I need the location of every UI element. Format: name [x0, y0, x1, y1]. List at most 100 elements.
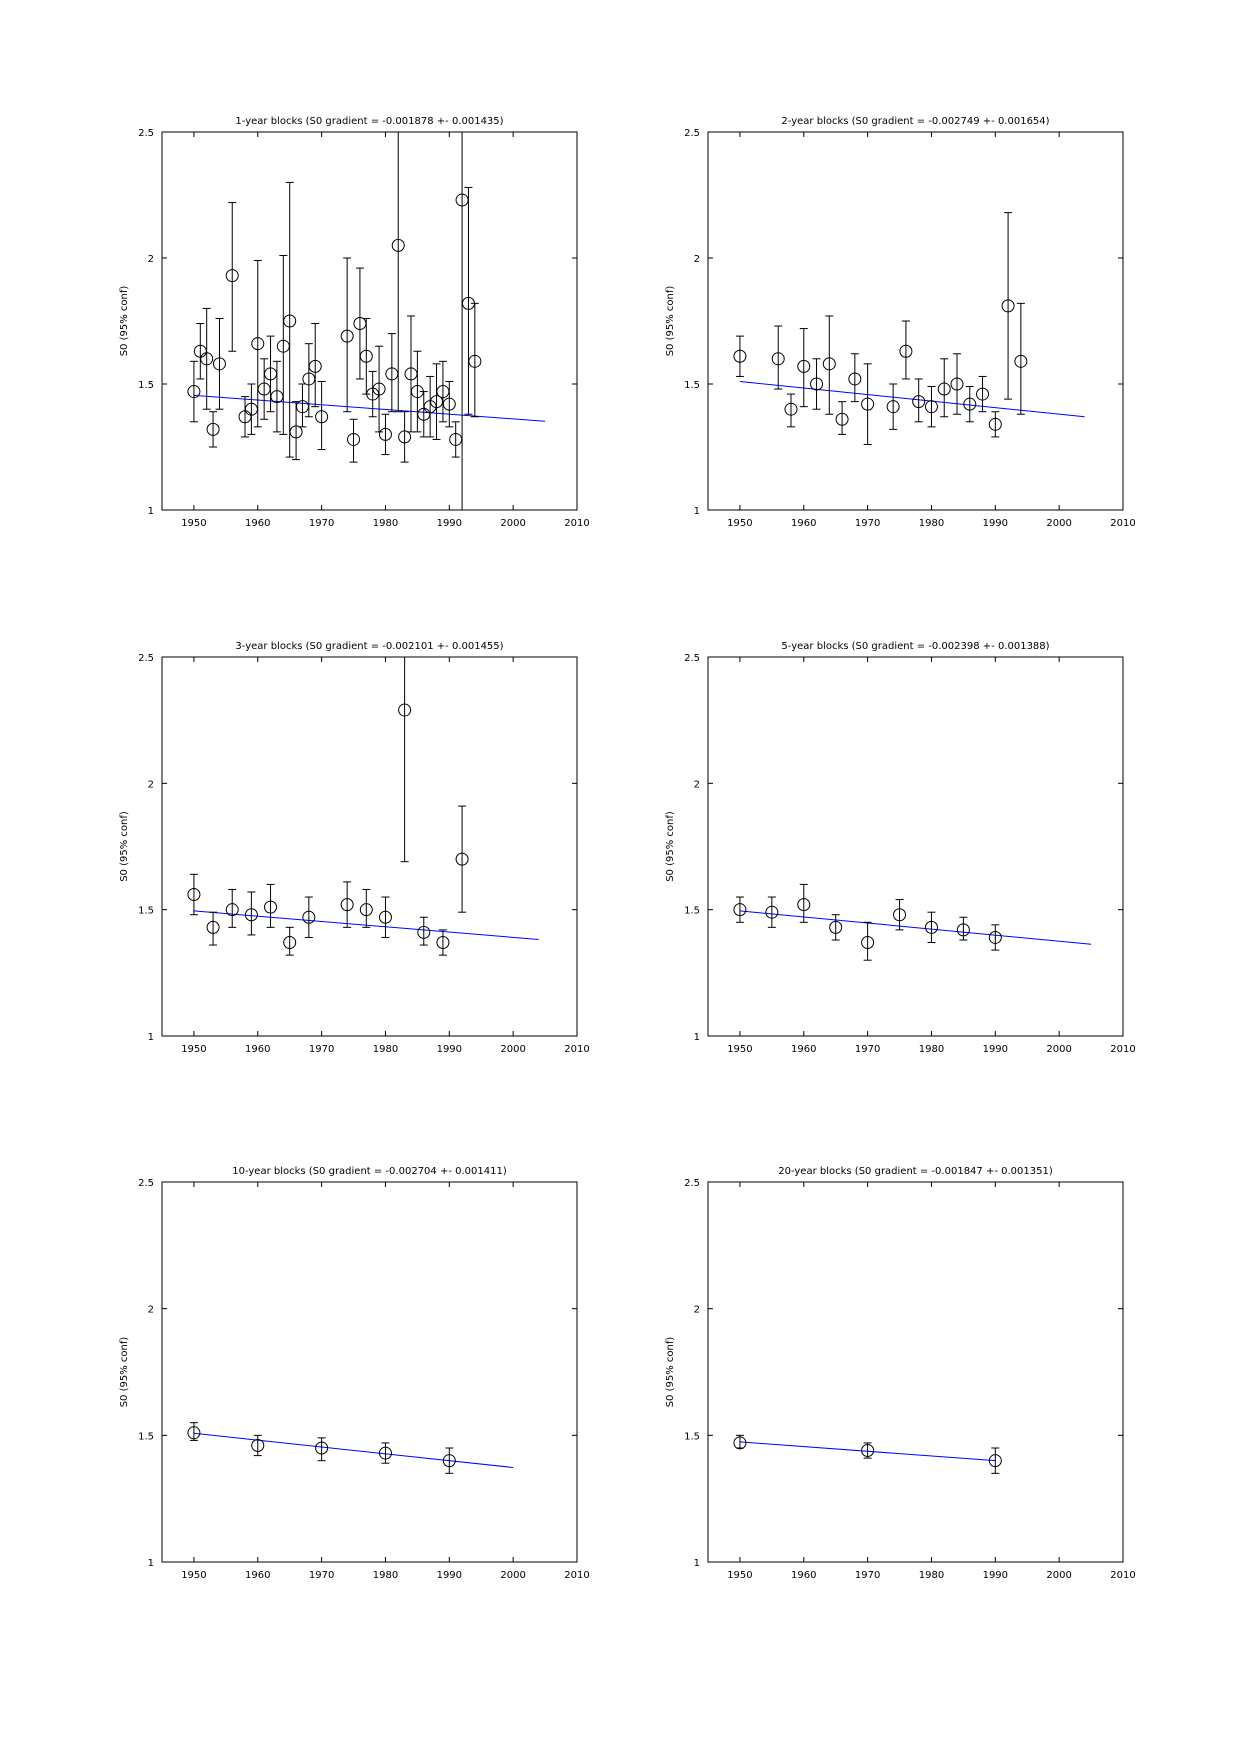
y-tick-label: 1	[694, 1558, 700, 1569]
y-tick-label: 1	[694, 506, 700, 517]
plot-frame	[161, 656, 578, 1037]
data-point	[417, 925, 431, 939]
x-tick-label: 1950	[727, 1044, 752, 1055]
data-point	[187, 385, 201, 399]
y-axis-label: S0 (95% conf)	[665, 811, 676, 882]
y-tick-label: 2.5	[684, 1178, 700, 1189]
x-tick-label: 1960	[245, 1570, 270, 1581]
data-point	[810, 377, 824, 391]
x-tick-label: 1970	[309, 1044, 334, 1055]
x-tick-label: 1960	[791, 1044, 816, 1055]
y-tick-label: 2	[148, 779, 154, 790]
data-point	[206, 422, 220, 436]
data-point	[372, 382, 386, 396]
x-tick-label: 1950	[727, 518, 752, 529]
y-tick-label: 2.5	[684, 653, 700, 664]
y-tick-label: 1	[148, 1558, 154, 1569]
y-tick-label: 1.5	[684, 380, 700, 391]
data-point	[212, 357, 226, 371]
data-point	[283, 314, 297, 328]
data-point	[899, 344, 913, 358]
x-tick-label: 2010	[1110, 1044, 1135, 1055]
x-tick-label: 1980	[373, 1570, 398, 1581]
plot-frame	[161, 1181, 578, 1563]
data-point	[315, 410, 329, 424]
x-tick-label: 1950	[181, 1044, 206, 1055]
x-tick-label: 1950	[181, 518, 206, 529]
data-point	[436, 936, 450, 950]
data-point	[225, 903, 239, 917]
y-tick-label: 2.5	[138, 653, 154, 664]
data-point	[797, 359, 811, 373]
data-point	[206, 920, 220, 934]
data-point	[283, 936, 297, 950]
data-point	[822, 357, 836, 371]
y-tick-label: 1.5	[684, 906, 700, 917]
chart-panel-3: 3-year blocks (S0 gradient = -0.002101 +…	[119, 641, 590, 1055]
plot-frame	[707, 656, 1124, 1037]
data-point	[937, 382, 951, 396]
y-tick-label: 2	[148, 1305, 154, 1316]
data-point	[398, 430, 412, 444]
data-point	[378, 910, 392, 924]
x-tick-label: 1960	[245, 518, 270, 529]
y-tick-label: 2.5	[684, 128, 700, 139]
x-tick-label: 1980	[919, 1044, 944, 1055]
y-tick-label: 2	[148, 254, 154, 265]
chart-panel-1: 1-year blocks (S0 gradient = -0.001878 +…	[119, 116, 590, 529]
data-point	[797, 898, 811, 912]
y-tick-label: 1	[694, 1032, 700, 1043]
data-point	[340, 329, 354, 343]
x-tick-label: 1970	[855, 1044, 880, 1055]
data-point	[829, 920, 843, 934]
x-tick-label: 2000	[500, 518, 525, 529]
data-point	[359, 349, 373, 363]
data-point	[950, 377, 964, 391]
x-tick-label: 2000	[1046, 1570, 1071, 1581]
data-point	[251, 1438, 265, 1452]
x-tick-label: 1970	[309, 1570, 334, 1581]
chart-panel-4: 5-year blocks (S0 gradient = -0.002398 +…	[665, 641, 1136, 1055]
x-tick-label: 2000	[500, 1570, 525, 1581]
y-axis-label: S0 (95% conf)	[119, 811, 130, 882]
x-tick-label: 1980	[373, 1044, 398, 1055]
data-point	[378, 1446, 392, 1460]
x-tick-label: 2010	[564, 1044, 589, 1055]
y-tick-label: 1.5	[138, 380, 154, 391]
y-tick-label: 1.5	[138, 1431, 154, 1442]
data-point	[187, 888, 201, 902]
data-point	[765, 905, 779, 919]
x-tick-label: 1990	[983, 518, 1008, 529]
data-point	[963, 397, 977, 411]
y-axis-label: S0 (95% conf)	[119, 286, 130, 357]
x-tick-label: 2000	[1046, 1044, 1071, 1055]
chart-title: 2-year blocks (S0 gradient = -0.002749 +…	[781, 116, 1049, 127]
chart-panel-2: 2-year blocks (S0 gradient = -0.002749 +…	[665, 116, 1136, 529]
data-point	[251, 337, 265, 351]
x-tick-label: 1990	[983, 1570, 1008, 1581]
data-point	[861, 1444, 875, 1458]
chart-title: 1-year blocks (S0 gradient = -0.001878 +…	[235, 116, 503, 127]
x-tick-label: 1960	[791, 518, 816, 529]
y-tick-label: 2	[694, 1305, 700, 1316]
x-tick-label: 1990	[437, 1044, 462, 1055]
data-point	[861, 936, 875, 950]
chart-panel-6: 20-year blocks (S0 gradient = -0.001847 …	[665, 1166, 1136, 1581]
x-tick-label: 1970	[855, 1570, 880, 1581]
data-point	[442, 397, 456, 411]
data-point	[200, 352, 214, 366]
fit-line	[193, 394, 546, 422]
data-point	[359, 903, 373, 917]
x-tick-label: 2000	[1046, 518, 1071, 529]
y-tick-label: 1	[148, 1032, 154, 1043]
data-point	[308, 359, 322, 373]
fit-line	[193, 1432, 514, 1469]
data-point	[442, 1454, 456, 1468]
y-tick-label: 1	[148, 506, 154, 517]
data-point	[861, 397, 875, 411]
x-tick-label: 2010	[564, 1570, 589, 1581]
x-tick-label: 2010	[1110, 518, 1135, 529]
x-tick-label: 1990	[437, 518, 462, 529]
data-point	[340, 898, 354, 912]
x-tick-label: 1950	[181, 1570, 206, 1581]
